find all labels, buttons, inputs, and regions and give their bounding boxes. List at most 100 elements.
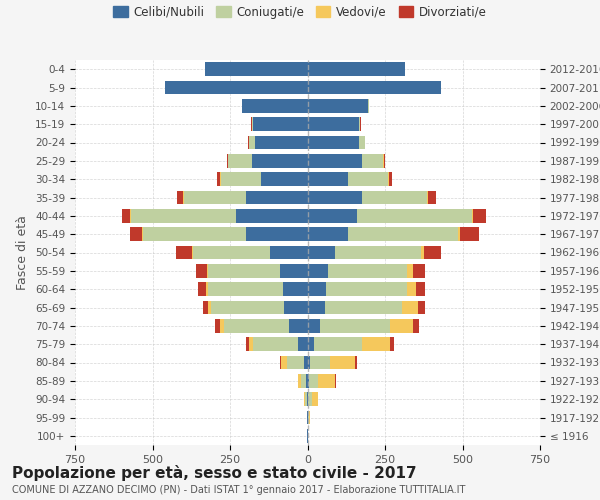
Bar (221, 172, 261, 186)
Bar (308, 300, 325, 314)
Bar (308, 264, 328, 278)
Bar (280, 356, 281, 370)
Bar (472, 209, 473, 222)
Bar (357, 209, 472, 222)
Bar (306, 374, 308, 388)
Bar (280, 264, 308, 278)
Bar (310, 356, 330, 370)
Bar (281, 356, 287, 370)
Bar (191, 246, 193, 260)
Bar (416, 282, 425, 296)
Bar (309, 374, 319, 388)
Bar (131, 209, 236, 222)
Bar (177, 190, 183, 204)
Bar (359, 118, 360, 131)
Y-axis label: Fasce di età: Fasce di età (16, 215, 29, 290)
Bar (206, 282, 208, 296)
Bar (473, 209, 486, 222)
Bar (335, 246, 421, 260)
Bar (184, 190, 245, 204)
Bar (207, 264, 208, 278)
Bar (307, 392, 308, 406)
Bar (261, 172, 308, 186)
Bar (236, 209, 308, 222)
Bar (142, 228, 143, 241)
Bar (330, 356, 355, 370)
Bar (421, 246, 424, 260)
Bar (308, 172, 348, 186)
Bar (176, 246, 191, 260)
Bar (458, 228, 460, 241)
Bar (205, 62, 308, 76)
Bar (245, 190, 308, 204)
Bar (193, 246, 271, 260)
Bar (348, 228, 458, 241)
Bar (335, 374, 337, 388)
Bar (418, 300, 425, 314)
Bar (314, 338, 362, 351)
Bar (413, 264, 425, 278)
Bar (355, 356, 358, 370)
Bar (362, 190, 427, 204)
Bar (198, 282, 206, 296)
Bar (215, 319, 220, 332)
Bar (130, 209, 131, 222)
Bar (298, 338, 308, 351)
Bar (308, 246, 335, 260)
Bar (245, 228, 308, 241)
Bar (320, 319, 389, 332)
Bar (308, 62, 405, 76)
Bar (284, 300, 308, 314)
Bar (287, 356, 304, 370)
Bar (301, 374, 306, 388)
Bar (308, 190, 362, 204)
Bar (208, 300, 211, 314)
Bar (224, 319, 289, 332)
Bar (196, 264, 207, 278)
Bar (203, 300, 208, 314)
Bar (362, 338, 389, 351)
Bar (308, 392, 311, 406)
Bar (229, 154, 252, 168)
Bar (208, 282, 283, 296)
Bar (130, 228, 142, 241)
Bar (389, 172, 392, 186)
Bar (308, 80, 441, 94)
Bar (326, 282, 407, 296)
Bar (283, 282, 308, 296)
Bar (309, 410, 310, 424)
Bar (389, 338, 394, 351)
Bar (211, 300, 284, 314)
Bar (407, 282, 416, 296)
Bar (220, 319, 224, 332)
Bar (308, 319, 320, 332)
Bar (413, 319, 419, 332)
Bar (384, 154, 385, 168)
Bar (359, 136, 365, 149)
Bar (308, 374, 309, 388)
Bar (308, 410, 309, 424)
Bar (319, 374, 335, 388)
Bar (252, 118, 253, 131)
Bar (252, 154, 308, 168)
Bar (208, 264, 280, 278)
Bar (388, 172, 389, 186)
Bar (217, 172, 220, 186)
Bar (305, 392, 307, 406)
Bar (424, 246, 442, 260)
Legend: Celibi/Nubili, Coniugati/e, Vedovi/e, Divorziati/e: Celibi/Nubili, Coniugati/e, Vedovi/e, Di… (109, 1, 491, 24)
Bar (253, 338, 298, 351)
Bar (308, 118, 359, 131)
Bar (143, 228, 245, 241)
Bar (427, 190, 428, 204)
Bar (246, 338, 248, 351)
Bar (255, 136, 308, 149)
Bar (308, 99, 368, 112)
Bar (227, 154, 229, 168)
Bar (308, 209, 357, 222)
Bar (308, 356, 310, 370)
Bar (304, 356, 308, 370)
Bar (122, 209, 130, 222)
Bar (428, 190, 436, 204)
Bar (308, 136, 359, 149)
